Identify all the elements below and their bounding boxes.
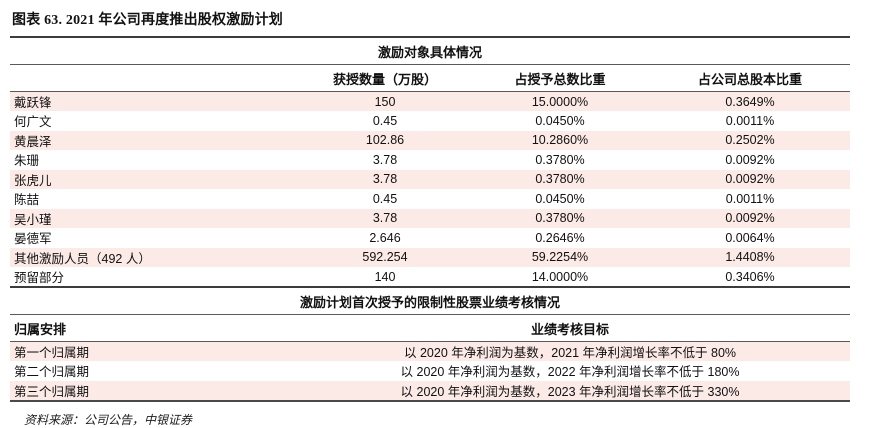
table-row: 何广文 0.45 0.0450% 0.0011% <box>10 111 850 131</box>
table-cell: 其他激励人员（492 人） <box>10 247 300 267</box>
table-cell: 0.0064% <box>725 230 775 245</box>
table-cell: 第三个归属期 <box>10 380 290 400</box>
table-cell: 以 2020 年净利润为基数，2021 年净利润增长率不低于 80% <box>290 341 851 361</box>
table-cell: 第二个归属期 <box>14 365 90 380</box>
table-row: 黄晨泽 102.86 10.2860% 0.2502% <box>10 130 851 150</box>
table-row: 第三个归属期以 2020 年净利润为基数，2023 年净利润增长率不低于 330… <box>10 380 851 400</box>
table-cell: 0.3780% <box>470 169 650 189</box>
table-cell: 3.78 <box>300 169 470 189</box>
incentive-recipients-table: 激励对象具体情况 获授数量（万股） 占授予总数比重 占公司总股本比重 戴跃锋 15… <box>10 38 851 288</box>
table-cell: 0.45 <box>372 191 398 206</box>
table-cell: 0.0092% <box>650 169 851 189</box>
table-cell: 0.0011% <box>725 113 775 128</box>
table-cell: 0.3780% <box>535 152 585 167</box>
table-row: 其他激励人员（492 人） 592.254 59.2254% 1.4408% <box>10 247 851 267</box>
table-cell: 3.78 <box>372 152 398 167</box>
table-cell: 0.0092% <box>650 208 851 228</box>
table-cell: 以 2020 年净利润为基数，2023 年净利润增长率不低于 330% <box>290 380 851 400</box>
table-cell: 晏德军 <box>14 232 52 247</box>
column-header-name <box>10 64 300 92</box>
table-cell: 张虎儿 <box>10 169 300 189</box>
table-cell: 140 <box>374 269 396 284</box>
table-cell: 0.3649% <box>650 91 851 111</box>
table-cell: 150 <box>300 91 470 111</box>
table-row: 陈喆 0.45 0.0450% 0.0011% <box>10 189 850 209</box>
table-cell: 3.78 <box>300 208 470 228</box>
table-cell: 朱珊 <box>14 154 40 169</box>
table-row: 戴跃锋 150 15.0000% 0.3649% <box>10 91 851 111</box>
table-cell: 黄晨泽 <box>10 130 300 150</box>
table-cell: 戴跃锋 <box>10 91 300 111</box>
table-cell: 592.254 <box>300 247 470 267</box>
column-header-performance-target: 业绩考核目标 <box>290 314 851 342</box>
table-cell: 吴小瑾 <box>10 208 300 228</box>
table-cell: 以 2020 年净利润为基数，2022 年净利润增长率不低于 180% <box>400 365 740 380</box>
column-header-pct-of-grant: 占授予总数比重 <box>470 64 650 92</box>
column-header-pct-of-capital: 占公司总股本比重 <box>650 64 851 92</box>
column-header-granted-amount: 获授数量（万股） <box>300 64 470 92</box>
table-cell: 14.0000% <box>531 269 589 284</box>
table-cell: 0.0450% <box>535 191 585 206</box>
column-header-row: 获授数量（万股） 占授予总数比重 占公司总股本比重 <box>10 64 851 92</box>
table1-section-title: 激励对象具体情况 <box>10 38 851 65</box>
section-header-row: 激励计划首次授予的限制性股票业绩考核情况 <box>10 288 851 315</box>
table-row: 预留部分 140 14.0000% 0.3406% <box>10 267 850 287</box>
table-cell: 0.45 <box>372 113 398 128</box>
column-header-vesting-arrangement: 归属安排 <box>10 314 290 342</box>
section-header-row: 激励对象具体情况 <box>10 38 851 65</box>
table-row: 晏德军 2.646 0.2646% 0.0064% <box>10 228 850 248</box>
table-cell: 0.3780% <box>470 208 650 228</box>
performance-assessment-table: 激励计划首次授予的限制性股票业绩考核情况 归属安排 业绩考核目标 第一个归属期以… <box>10 288 851 400</box>
source-note: 资料来源：公司公告，中银证券 <box>24 413 193 427</box>
table-row: 吴小瑾 3.78 0.3780% 0.0092% <box>10 208 851 228</box>
table-row: 第一个归属期以 2020 年净利润为基数，2021 年净利润增长率不低于 80% <box>10 341 851 361</box>
table-cell: 预留部分 <box>14 271 65 285</box>
table-cell: 59.2254% <box>470 247 650 267</box>
table2-section-title: 激励计划首次授予的限制性股票业绩考核情况 <box>10 288 851 315</box>
table-cell: 0.2646% <box>535 230 585 245</box>
table-cell: 10.2860% <box>470 130 650 150</box>
table-row: 张虎儿 3.78 0.3780% 0.0092% <box>10 169 851 189</box>
table-cell: 0.2502% <box>650 130 851 150</box>
table-cell: 102.86 <box>300 130 470 150</box>
column-header-row: 归属安排 业绩考核目标 <box>10 314 851 342</box>
bottom-double-rule <box>10 400 850 402</box>
table-cell: 2.646 <box>369 230 401 245</box>
table-cell: 何广文 <box>14 115 52 130</box>
table-cell: 第一个归属期 <box>10 341 290 361</box>
table-cell: 0.0011% <box>725 191 775 206</box>
table-cell: 0.0450% <box>535 113 585 128</box>
table-row: 朱珊 3.78 0.3780% 0.0092% <box>10 150 850 170</box>
table-cell: 0.0092% <box>725 152 775 167</box>
figure-title: 图表 63. 2021 年公司再度推出股权激励计划 <box>10 6 850 38</box>
table-cell: 1.4408% <box>650 247 851 267</box>
table-row: 第二个归属期 以 2020 年净利润为基数，2022 年净利润增长率不低于 180… <box>10 361 850 381</box>
table-cell: 陈喆 <box>14 193 40 208</box>
table-cell: 15.0000% <box>470 91 650 111</box>
table-cell: 0.3406% <box>725 269 775 284</box>
